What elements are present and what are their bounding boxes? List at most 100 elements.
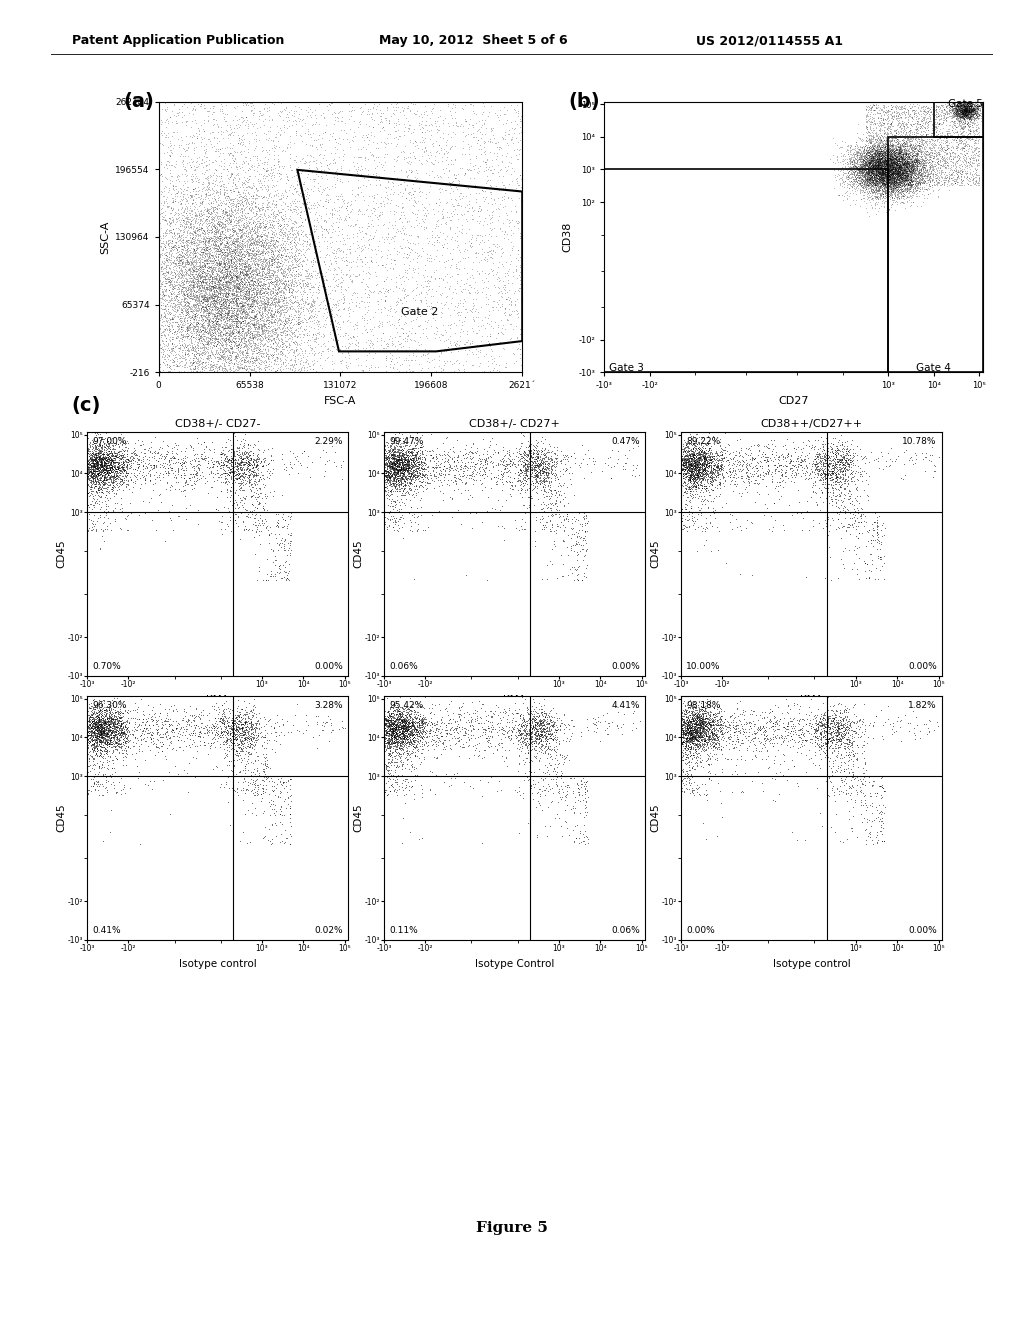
Point: [422, 473, 438, 494]
Point: [333, 110, 349, 131]
Point: [938, 144, 954, 165]
Point: [689, 752, 706, 774]
Point: [437, 141, 454, 162]
Point: [682, 477, 698, 498]
Point: [826, 734, 843, 755]
Point: [880, 117, 896, 139]
Point: [206, 333, 222, 354]
Point: [229, 298, 246, 319]
Point: [268, 230, 285, 251]
Point: [453, 195, 469, 216]
Point: [440, 337, 457, 358]
Point: [476, 438, 493, 459]
Point: [188, 304, 205, 325]
Point: [386, 513, 402, 535]
Point: [919, 111, 935, 132]
Point: [523, 727, 540, 748]
Point: [965, 104, 981, 125]
Point: [265, 218, 282, 239]
Point: [217, 322, 233, 343]
Point: [216, 268, 232, 289]
Point: [80, 729, 96, 750]
Point: [759, 725, 775, 746]
Point: [234, 308, 251, 329]
Point: [522, 442, 539, 463]
Point: [391, 686, 408, 708]
Point: [860, 161, 877, 182]
Point: [176, 265, 193, 286]
Point: [879, 148, 895, 169]
Point: [546, 721, 562, 742]
Point: [443, 189, 460, 210]
Point: [438, 426, 455, 447]
Point: [882, 141, 898, 162]
Point: [957, 164, 974, 185]
Point: [251, 281, 267, 302]
Point: [682, 461, 698, 482]
Point: [686, 727, 702, 748]
Point: [102, 467, 119, 488]
Point: [226, 244, 243, 265]
Point: [697, 461, 714, 482]
Point: [249, 775, 265, 796]
Point: [168, 271, 184, 292]
Point: [159, 356, 175, 378]
Point: [184, 263, 201, 284]
Point: [744, 450, 761, 471]
Point: [970, 94, 986, 115]
Point: [155, 231, 171, 252]
Point: [228, 210, 245, 231]
Point: [234, 474, 251, 495]
Point: [206, 231, 222, 252]
Point: [197, 234, 213, 255]
Point: [247, 434, 263, 455]
Point: [681, 714, 697, 735]
Point: [824, 737, 841, 758]
Point: [390, 705, 407, 726]
Point: [717, 470, 733, 491]
Point: [268, 515, 285, 536]
Point: [897, 164, 913, 185]
Point: [871, 150, 888, 172]
Point: [308, 327, 325, 348]
Point: [683, 454, 699, 475]
Point: [959, 100, 976, 121]
Point: [701, 512, 718, 533]
Point: [179, 133, 196, 154]
Point: [512, 458, 528, 479]
Point: [266, 135, 283, 156]
Point: [300, 267, 316, 288]
Point: [266, 289, 283, 310]
Point: [239, 195, 255, 216]
Point: [703, 442, 720, 463]
Point: [716, 447, 732, 469]
Point: [128, 702, 144, 723]
Point: [232, 143, 249, 164]
Point: [89, 447, 105, 469]
Point: [84, 490, 100, 511]
Point: [443, 727, 460, 748]
Point: [481, 360, 498, 381]
Point: [520, 729, 537, 750]
Point: [961, 91, 977, 112]
Point: [432, 459, 449, 480]
Point: [881, 172, 897, 193]
Point: [881, 161, 897, 182]
Point: [862, 145, 879, 166]
Point: [376, 461, 392, 482]
Point: [415, 106, 431, 127]
Point: [96, 727, 113, 748]
Point: [204, 203, 220, 224]
Point: [384, 730, 400, 751]
Point: [226, 257, 243, 279]
Point: [884, 147, 900, 168]
Point: [260, 279, 276, 300]
Point: [842, 174, 858, 195]
Point: [863, 144, 880, 165]
Point: [901, 174, 918, 195]
Point: [895, 112, 911, 133]
Point: [887, 164, 903, 185]
Point: [916, 168, 933, 189]
Point: [845, 153, 861, 174]
Point: [871, 143, 888, 164]
